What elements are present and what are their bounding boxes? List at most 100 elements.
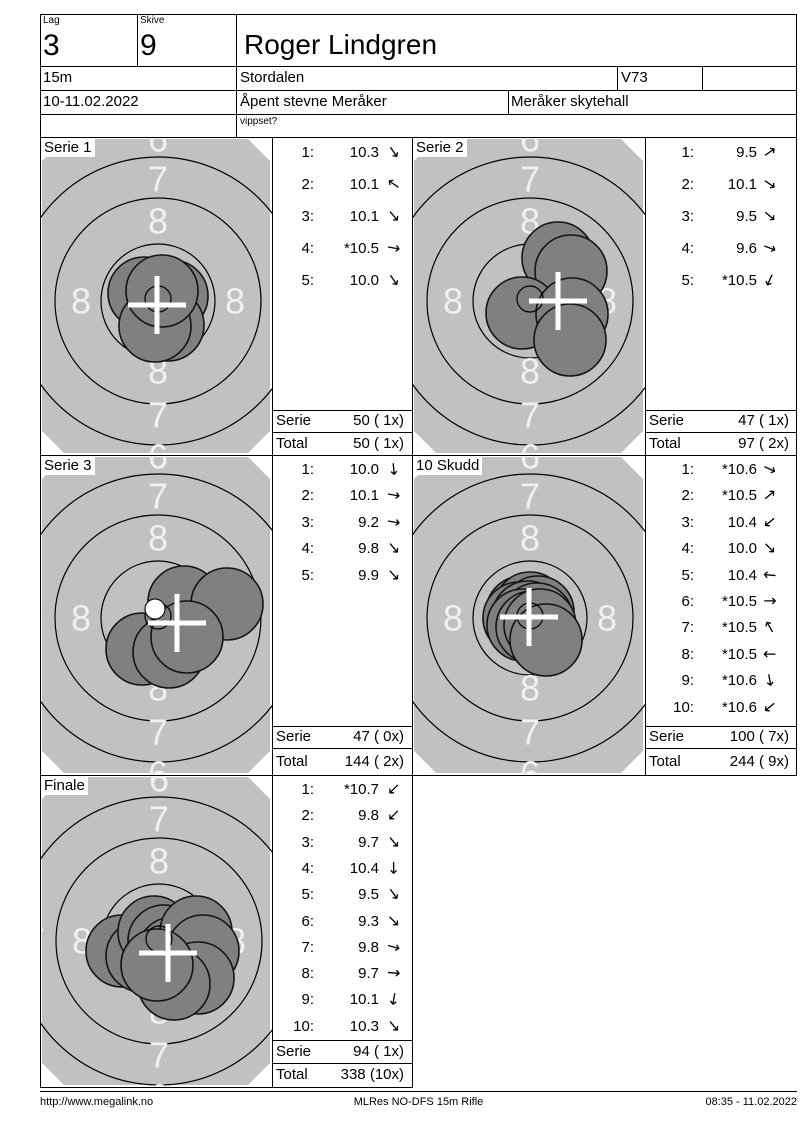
- grid-line: [40, 1087, 413, 1088]
- shot-number: 2:: [301, 487, 314, 505]
- shot-value: 9.6: [736, 240, 757, 257]
- score-row: 6: *10.5 →: [645, 589, 797, 615]
- shot-value: *10.5: [721, 619, 757, 637]
- shot-value: *10.7: [343, 781, 379, 798]
- shot-direction: →: [384, 233, 404, 265]
- shot-value: 10.3: [349, 1017, 379, 1035]
- shot-direction: →: [382, 562, 406, 589]
- shot-direction: →: [384, 961, 404, 987]
- target-svg: 7788886677: [40, 137, 272, 455]
- ring-circle: [412, 156, 645, 446]
- total-row: Total 97 ( 2x): [645, 432, 797, 455]
- serie-row: Serie 47 ( 1x): [645, 410, 797, 432]
- shot-value: *10.6: [721, 672, 757, 690]
- shot-direction: →: [384, 856, 404, 882]
- ring-number: 7: [520, 395, 540, 436]
- shot-direction: →: [383, 803, 406, 829]
- panel-title: Serie 3: [41, 457, 95, 475]
- club: Stordalen: [240, 69, 305, 86]
- grid-line: [645, 410, 797, 411]
- shot-number: 5:: [681, 566, 694, 584]
- shot-number: 3:: [301, 833, 314, 851]
- direction-arrow-icon: →: [386, 962, 402, 983]
- footer-timestamp: 08:35 - 11.02.2022: [705, 1096, 797, 1108]
- shot-direction: →: [384, 510, 404, 536]
- score-row: 10: 10.3 →: [272, 1014, 412, 1040]
- shot-value: 10.1: [727, 176, 757, 193]
- direction-arrow-icon: →: [382, 204, 406, 227]
- total-label: Total: [276, 1066, 308, 1083]
- direction-arrow-icon: →: [382, 140, 407, 163]
- panel-title: Serie 1: [41, 139, 95, 157]
- shot-direction: →: [382, 830, 406, 856]
- score-row: 7: *10.5 →: [645, 615, 797, 641]
- direction-arrow-icon: →: [760, 236, 780, 259]
- direction-arrow-icon: →: [382, 172, 405, 197]
- ring-number: 7: [520, 476, 540, 517]
- serie-value: 50 ( 1x): [353, 412, 404, 429]
- footer-url: http://www.megalink.no: [40, 1096, 154, 1108]
- target-svg: 7788886677: [412, 137, 645, 455]
- shot-direction: →: [760, 563, 780, 589]
- shot-number: 7:: [301, 938, 314, 956]
- shot-value: 9.7: [358, 833, 379, 851]
- grid-line: [272, 726, 412, 727]
- direction-arrow-icon: →: [382, 562, 406, 586]
- shot-number: 8:: [681, 645, 694, 663]
- ring-number: 7: [40, 281, 44, 322]
- shot-value: 9.9: [358, 566, 379, 584]
- score-row: 2: *10.5 →: [645, 483, 797, 509]
- ring-circle: [426, 514, 634, 722]
- shot-direction: →: [758, 615, 781, 641]
- score-row: 5: 10.4 →: [645, 563, 797, 589]
- score-row: 1: *10.6 →: [645, 457, 797, 483]
- shot-direction: →: [759, 265, 782, 297]
- ring-number: 8: [443, 598, 463, 639]
- serie-label: Serie: [649, 412, 685, 429]
- direction-arrow-icon: →: [383, 991, 406, 1008]
- shot-direction: →: [384, 457, 404, 483]
- ring-number: 6: [149, 775, 169, 800]
- shot-direction: →: [383, 777, 406, 803]
- shot-hole: [533, 303, 607, 377]
- total-row: Total 338 (10x): [272, 1063, 412, 1087]
- shot-value: *10.5: [343, 240, 379, 257]
- target-svg: 7788886677: [40, 775, 272, 1087]
- shot-number: 4:: [681, 240, 694, 257]
- shot-value: 10.0: [727, 540, 757, 558]
- ring-circle: [412, 473, 645, 763]
- direction-arrow-icon: →: [760, 457, 781, 480]
- ring-number: 6: [520, 455, 540, 477]
- shot-number: 4:: [681, 540, 694, 558]
- target-svg: 7788886677: [412, 455, 645, 775]
- shot-number: 8:: [301, 965, 314, 983]
- ring-number: 7: [520, 712, 540, 753]
- shot-value: 9.7: [358, 965, 379, 983]
- skive-label: Skive: [140, 15, 165, 26]
- shot-direction: →: [382, 137, 407, 169]
- grid-line: [645, 726, 797, 727]
- shot-number: 6:: [301, 912, 314, 930]
- ring-number: 6: [148, 137, 168, 160]
- grid-line: [272, 1063, 412, 1064]
- shot-number: 3:: [301, 513, 314, 531]
- grid-line: [40, 14, 41, 1088]
- direction-arrow-icon: →: [385, 935, 404, 958]
- shot-number: 4:: [301, 540, 314, 558]
- shot-direction: →: [759, 169, 781, 201]
- direction-arrow-icon: →: [758, 536, 782, 560]
- shot-value: 10.1: [349, 208, 379, 225]
- ring-number: 7: [40, 598, 44, 639]
- direction-arrow-icon: →: [382, 830, 406, 853]
- shot-number: 1:: [301, 144, 314, 161]
- shot-direction: →: [760, 642, 780, 668]
- shot-number: 2:: [681, 487, 694, 505]
- ring-circle: [40, 156, 272, 446]
- direction-arrow-icon: →: [762, 565, 778, 586]
- score-row: 8: *10.5 →: [645, 642, 797, 668]
- ring-number: 7: [40, 921, 45, 962]
- shot-value: 9.2: [358, 513, 379, 531]
- ring-number: 7: [412, 281, 416, 322]
- shot-number: 1:: [681, 461, 694, 478]
